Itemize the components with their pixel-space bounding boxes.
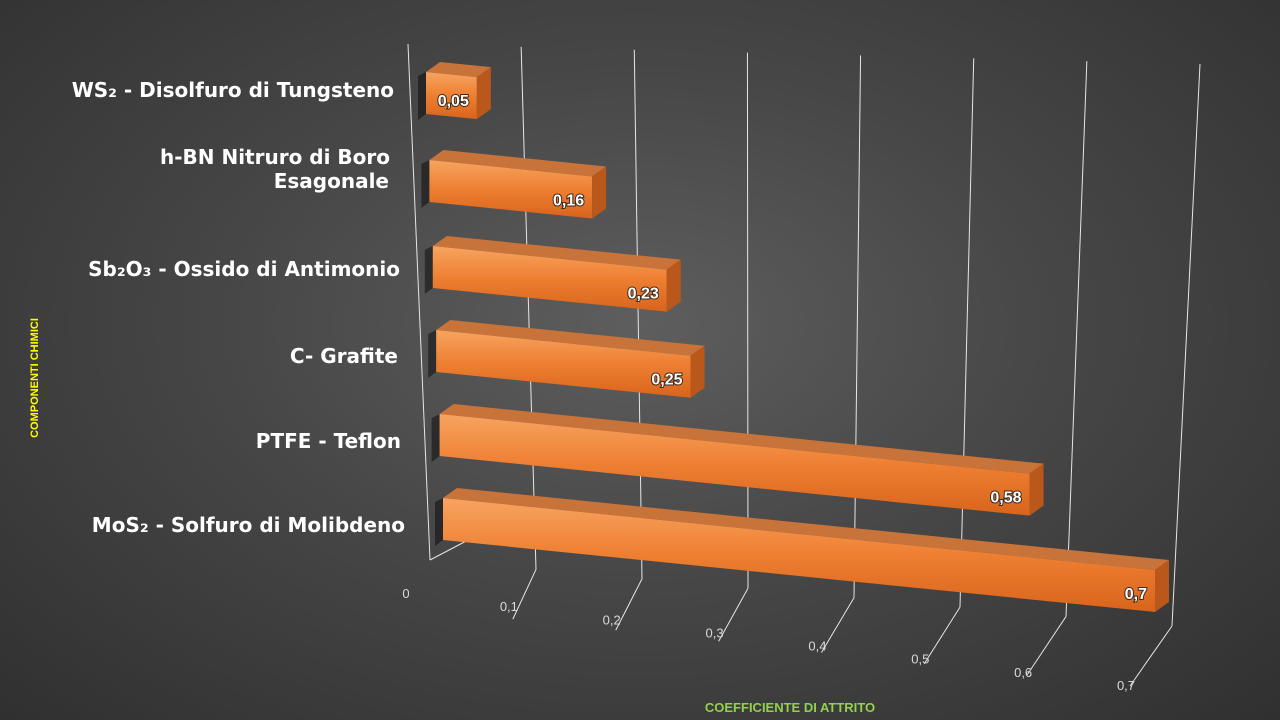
category-label: MoS₂ - Solfuro di Molibdeno: [92, 513, 405, 537]
bar-shadow: [431, 414, 440, 462]
bar-end: [1029, 463, 1044, 516]
floor-tick: [512, 569, 537, 620]
floor-tick: [820, 597, 855, 653]
bar-end: [476, 67, 491, 120]
bar: [421, 150, 607, 219]
bar-front: [439, 414, 1030, 516]
bar-top: [439, 404, 1044, 474]
gridline: [633, 49, 643, 579]
x-tick-label: 0,6: [1014, 665, 1032, 680]
bar-top: [426, 62, 491, 78]
gridline: [959, 58, 975, 608]
floor-tick: [615, 578, 643, 631]
bar: [431, 404, 1044, 516]
bar: [428, 320, 705, 398]
bar-front: [443, 498, 1155, 612]
bar-value-label: 0,25: [651, 372, 682, 389]
x-tick-label: 0,2: [603, 612, 621, 627]
gridline: [746, 52, 749, 589]
x-tick-label: 0,3: [706, 625, 724, 640]
labels: 0 0,1 0,2 0,3 0,4 0,5 0,6 0,7 0,05 0,16 0,23 0,25 0,…: [72, 78, 1148, 693]
bar-shadow: [421, 160, 430, 208]
x-tick-label: 0,1: [500, 599, 518, 614]
bar-shadow: [435, 498, 443, 546]
bar-value-label: 0,16: [553, 192, 584, 209]
bar-value-label: 0,23: [628, 286, 659, 303]
x-tick-label: 0,4: [808, 639, 826, 654]
gridline: [520, 46, 537, 570]
bar-value-label: 0,58: [990, 490, 1021, 507]
bar-front: [429, 160, 593, 219]
gridline: [1065, 61, 1088, 617]
floor-tick: [1129, 625, 1173, 687]
bar-end: [1155, 560, 1169, 612]
x-tick-label: 0,7: [1117, 678, 1135, 693]
bar-shadow: [424, 246, 433, 294]
x-tick-label: 0,5: [911, 652, 929, 667]
bar-value-label: 0,05: [438, 93, 469, 110]
bar: [418, 62, 491, 120]
category-label: h-BN Nitruro di Boro Esagonale: [160, 145, 390, 193]
bar-front: [426, 72, 477, 120]
bar-shadow: [418, 72, 426, 120]
bar-value-label: 0,7: [1125, 586, 1147, 603]
floor-tick: [718, 588, 749, 642]
bar-front: [432, 246, 667, 312]
x-tick-label: 0: [402, 586, 409, 601]
floor-tick: [1026, 616, 1067, 676]
bar-top: [436, 320, 705, 356]
bar: [424, 236, 681, 312]
gridline: [1171, 63, 1201, 627]
gridline: [407, 43, 431, 561]
bar-front: [436, 330, 691, 398]
floor-tick: [923, 606, 961, 664]
bar-top: [443, 488, 1169, 570]
category-label: C- Grafite: [290, 344, 398, 368]
bar-end: [666, 259, 681, 312]
category-label: WS₂ - Disolfuro di Tungsteno: [72, 78, 394, 102]
gridline: [853, 55, 862, 598]
bar-end: [690, 345, 705, 398]
bars: [418, 62, 1169, 612]
bar-top: [429, 150, 607, 177]
bar-top: [432, 236, 681, 270]
bar: [435, 488, 1169, 612]
category-label: Sb₂O₃ - Ossido di Antimonio: [88, 257, 400, 281]
x-axis-title: COEFFICIENTE DI ATTRITO: [705, 700, 875, 715]
bar-end: [592, 166, 607, 219]
y-axis-title: COMPONENTI CHIMICI: [29, 318, 41, 438]
category-label: PTFE - Teflon: [256, 429, 401, 453]
gridlines: [407, 43, 1201, 687]
bar-shadow: [428, 330, 437, 378]
